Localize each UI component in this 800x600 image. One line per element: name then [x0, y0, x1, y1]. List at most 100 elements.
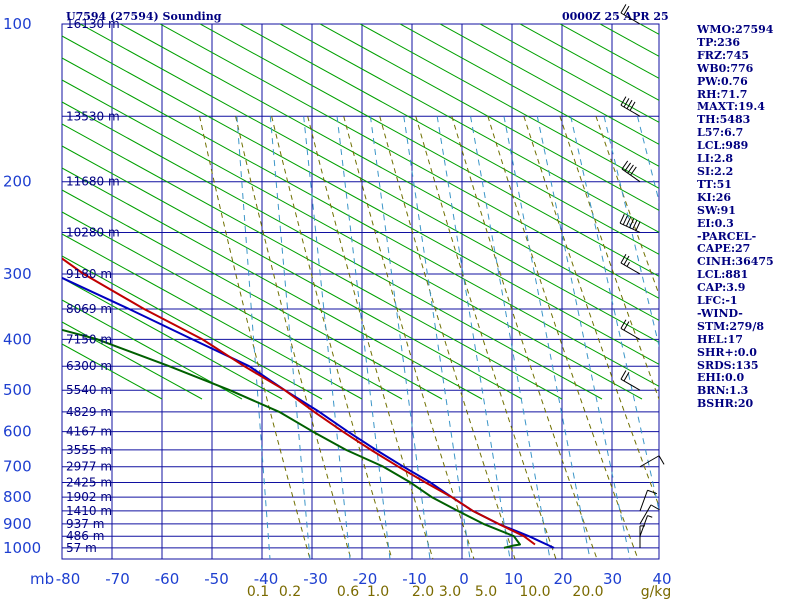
height-tick-label: 10280 m — [66, 225, 120, 239]
dry-adiabat — [62, 189, 443, 400]
index-item: CAP:3.9 — [697, 281, 746, 295]
moist-adiabat — [487, 116, 639, 559]
wind-barbs — [619, 4, 665, 548]
wind-barb-flag — [626, 99, 633, 110]
dewpoint-trace — [62, 328, 521, 549]
dry-adiabat — [399, 24, 659, 167]
wind-barb-flag — [647, 515, 653, 518]
wind-barb-flag — [623, 5, 630, 16]
mixing-ratio-label: 2.0 — [412, 584, 434, 600]
dry-adiabat — [62, 79, 643, 400]
dry-adiabat — [199, 24, 659, 277]
dry-adiabat — [782, 14, 800, 399]
moist-adiabat — [343, 116, 475, 559]
wind-barb-flag — [620, 4, 627, 14]
wind-barb — [619, 213, 641, 233]
height-tick-label: 5540 m — [66, 383, 112, 397]
wind-barb-flag — [647, 489, 658, 495]
moist-adiabat — [271, 116, 393, 559]
dry-adiabat — [62, 255, 323, 400]
mixing-ratio-line — [336, 116, 391, 559]
index-item: -WIND- — [697, 306, 743, 320]
dry-adiabat — [62, 211, 403, 400]
mixing-ratio-line — [269, 116, 311, 559]
mixing-ratio-label: 0.6 — [337, 584, 359, 600]
wind-barb-flag — [624, 162, 631, 172]
temperature-tick-label: -10 — [402, 570, 427, 588]
dry-adiabat — [62, 145, 523, 400]
temperature-tick-label: -30 — [303, 570, 328, 588]
height-tick-label: 4829 m — [66, 405, 112, 419]
wind-barb-flag — [632, 219, 638, 230]
wind-barb-staff — [639, 455, 660, 468]
x-axis-unit-label: mb — [30, 570, 54, 588]
pressure-tick-label: 400 — [3, 330, 32, 348]
height-tick-label: 6300 m — [66, 359, 112, 373]
dry-adiabat — [479, 24, 659, 123]
pressure-tick-label: 1000 — [3, 539, 41, 557]
moist-adiabat — [379, 116, 516, 559]
wind-barb-flag — [623, 255, 630, 265]
dry-adiabat — [279, 24, 659, 233]
mixing-ratio-line — [403, 116, 471, 559]
dry-adiabat — [559, 24, 659, 79]
dry-adiabat — [62, 321, 203, 400]
mixing-ratio-line — [236, 116, 271, 559]
wind-barb-flag — [620, 254, 627, 264]
mixing-ratio-label: 3.0 — [439, 584, 461, 600]
temperature-tick-label: 0 — [459, 570, 469, 588]
moist-adiabat — [559, 116, 659, 401]
index-item: KI:26 — [697, 190, 732, 204]
temperature-tick-label: -50 — [204, 570, 229, 588]
index-item: TP:236 — [697, 35, 741, 49]
pressure-tick-label: 700 — [3, 458, 32, 476]
height-tick-label: 16130 m — [66, 17, 120, 31]
pressure-tick-label: 900 — [3, 515, 32, 533]
dry-adiabat — [62, 167, 483, 400]
temperature-tick-label: -20 — [353, 570, 378, 588]
sounding-station-title: U7594 (27594) Sounding — [66, 10, 222, 23]
dry-adiabat — [319, 24, 659, 211]
plot-frame — [61, 23, 660, 560]
wind-barb-flag — [623, 372, 630, 382]
wind-barb-flag — [658, 455, 665, 465]
index-item: STM:279/8 — [697, 319, 764, 333]
moist-adiabat — [523, 116, 659, 508]
index-item: MAXT:19.4 — [697, 100, 765, 114]
wind-barb-flag — [622, 215, 628, 225]
mixing-ratio-line — [369, 116, 431, 559]
index-item: SI:2.2 — [697, 164, 734, 178]
dry-adiabat — [62, 233, 363, 400]
index-item: LFC:-1 — [697, 294, 738, 308]
moist-adiabat — [235, 116, 352, 559]
mixing-ratio-line — [603, 116, 659, 348]
wind-barb-flag — [650, 504, 660, 511]
wind-barb-flag — [625, 216, 632, 227]
index-item: BSHR:20 — [697, 397, 754, 411]
pressure-tick-label: 500 — [3, 381, 32, 399]
temperature-trace — [62, 257, 536, 546]
dry-adiabat — [62, 101, 603, 400]
sounding-time-title: 0000Z 25 APR 25 — [562, 10, 669, 23]
temperature-tick-label: 30 — [603, 570, 622, 588]
temperature-tick-label: 40 — [652, 570, 671, 588]
dry-adiabat — [62, 277, 283, 400]
index-item: EHI:0.0 — [697, 371, 745, 385]
mixing-ratio-label: 20.0 — [572, 584, 603, 600]
wind-barb-flag — [620, 319, 627, 329]
dry-adiabat — [62, 35, 659, 365]
index-item: CINH:36475 — [697, 255, 774, 269]
wind-barb — [620, 319, 641, 340]
adiabat-lines — [62, 14, 800, 559]
wind-barb — [620, 254, 641, 275]
index-item: TH:5483 — [697, 113, 751, 127]
wind-barb — [620, 370, 641, 391]
mixing-ratio-label: 0.1 — [247, 584, 269, 600]
moist-adiabat — [199, 116, 311, 559]
index-item: SRDS:135 — [697, 358, 759, 372]
sounding-profiles — [62, 257, 555, 549]
wind-barb-flag — [620, 96, 627, 106]
index-item: L57:6.7 — [697, 126, 744, 140]
index-item: HEL:17 — [697, 332, 743, 346]
